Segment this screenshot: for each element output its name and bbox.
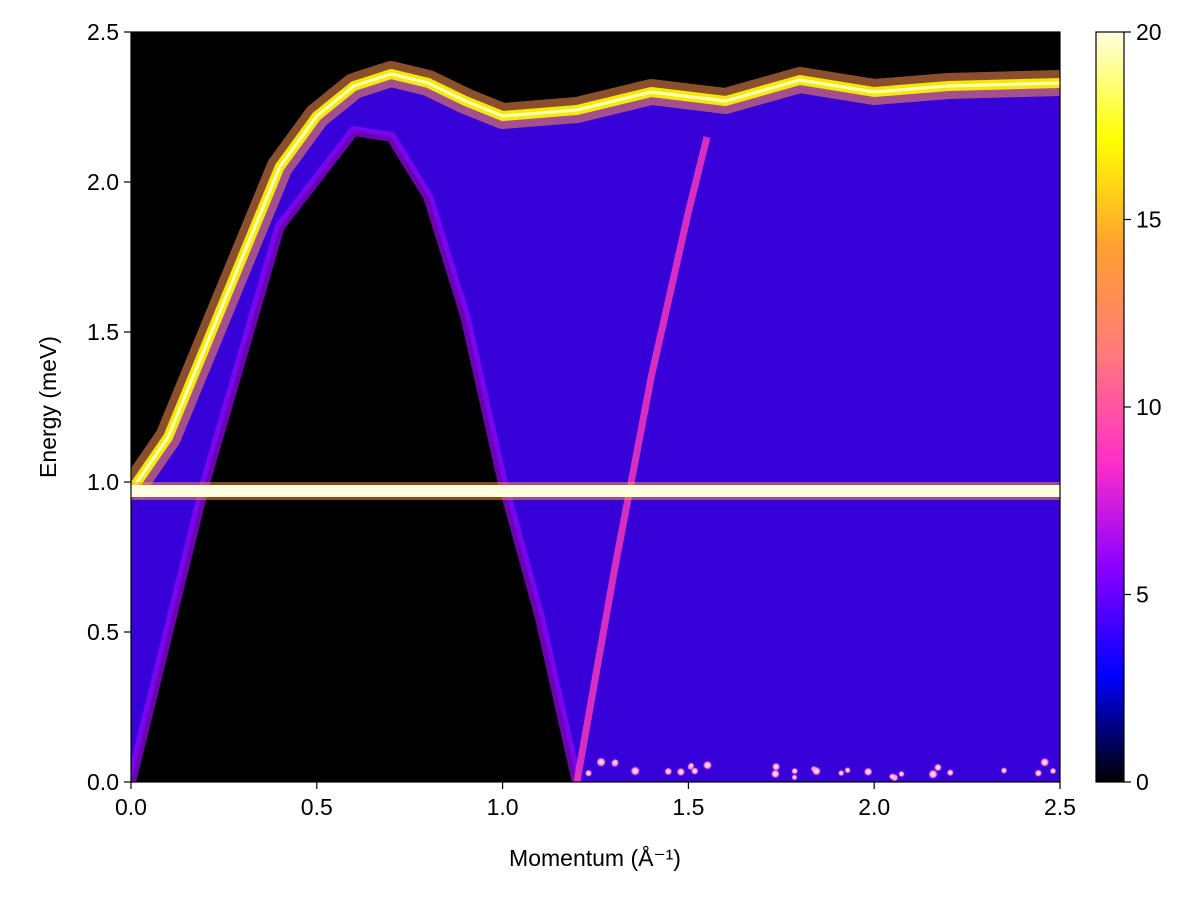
heatmap-layer <box>131 61 1060 782</box>
noise-spot <box>688 762 695 769</box>
colorbar-tick-label: 20 <box>1136 19 1162 45</box>
noise-spot <box>1034 769 1043 778</box>
x-tick-label: 0.5 <box>301 794 333 820</box>
flat-band <box>131 485 1060 497</box>
colorbar-tick-label: 10 <box>1136 394 1162 420</box>
x-tick-label: 2.0 <box>858 794 890 820</box>
x-axis: 0.0 0.5 1.0 1.5 2.0 2.5 <box>115 782 1076 820</box>
noise-spot <box>611 758 619 766</box>
plot-area <box>130 31 1061 783</box>
upper-band-core <box>131 72 1060 492</box>
noise-spot <box>1039 757 1050 768</box>
noise-spot <box>1000 767 1008 774</box>
y-tick-label: 2.0 <box>87 169 119 195</box>
x-tick-label: 0.0 <box>115 794 147 820</box>
noise-spot <box>770 769 780 779</box>
colorbar-tick-label: 5 <box>1136 582 1149 608</box>
continuum-edge <box>131 126 582 782</box>
colorbar: 0 5 10 15 20 <box>1095 19 1162 795</box>
x-tick-label: 1.5 <box>672 794 704 820</box>
noise-spot <box>811 766 822 776</box>
plot-frame <box>130 31 1061 783</box>
x-tick-label: 2.5 <box>1044 794 1076 820</box>
y-tick-label: 2.5 <box>87 19 119 45</box>
y-tick-label: 1.5 <box>87 319 119 345</box>
noise-spot <box>702 760 713 770</box>
continuum-region <box>131 74 1060 782</box>
colorbar-tick-label: 15 <box>1136 207 1162 233</box>
noise-spot <box>791 767 799 775</box>
noise-spot <box>946 768 954 777</box>
y-tick-label: 0.5 <box>87 619 119 645</box>
noise-spot <box>630 766 641 776</box>
colorbar-gradient <box>1096 32 1124 782</box>
noise-spot <box>928 769 938 780</box>
secondary-mode <box>573 136 711 782</box>
noise-spot <box>888 773 896 780</box>
noise-spot <box>1049 767 1057 775</box>
noise-spot <box>844 766 851 774</box>
y-axis-label: Energy (meV) <box>35 336 61 478</box>
noise-spot <box>676 767 686 777</box>
x-tick-label: 1.0 <box>487 794 519 820</box>
y-tick-label: 1.0 <box>87 469 119 495</box>
noise-spot <box>771 762 781 772</box>
colorbar-tick-label: 0 <box>1136 769 1149 795</box>
noise-spot <box>898 770 905 778</box>
noise-spot <box>863 767 873 777</box>
y-tick-label: 0.0 <box>87 769 119 795</box>
noise-spot <box>791 774 798 781</box>
noise-spot <box>584 769 593 777</box>
y-axis: 0.0 0.5 1.0 1.5 2.0 2.5 <box>87 19 131 795</box>
noise-spot <box>596 757 607 768</box>
noise-spot <box>664 767 673 776</box>
noise-spot <box>837 769 845 777</box>
x-axis-label: Momentum (Å⁻¹) <box>509 844 681 871</box>
noise-spot <box>933 763 943 772</box>
colorbar-ticks: 0 5 10 15 20 <box>1124 19 1162 795</box>
